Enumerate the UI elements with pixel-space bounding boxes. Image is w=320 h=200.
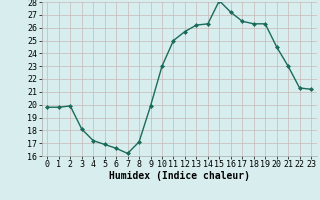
X-axis label: Humidex (Indice chaleur): Humidex (Indice chaleur) xyxy=(109,171,250,181)
